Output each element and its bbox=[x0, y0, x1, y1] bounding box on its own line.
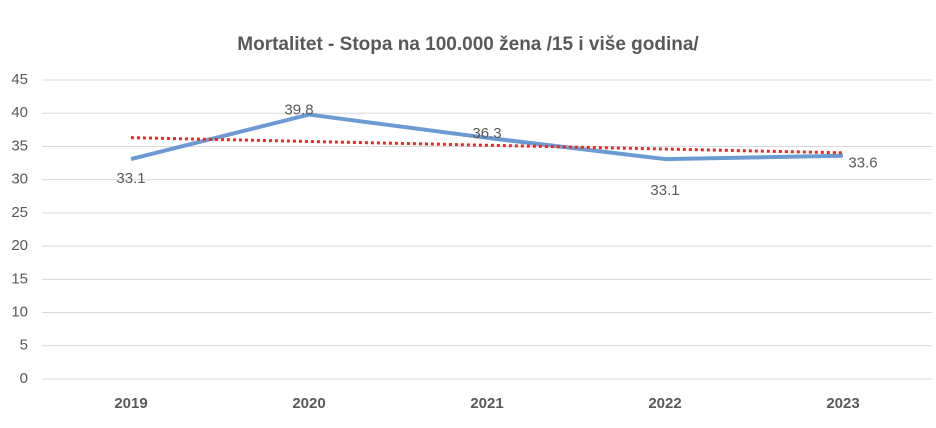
y-tick-label: 45 bbox=[11, 71, 28, 88]
y-tick-label: 10 bbox=[11, 304, 28, 321]
data-line bbox=[130, 112, 844, 162]
y-tick-label: 0 bbox=[20, 370, 28, 387]
chart-title: Mortalitet - Stopa na 100.000 žena /15 i… bbox=[237, 34, 699, 55]
y-tick-label: 15 bbox=[11, 270, 28, 287]
x-tick-label: 2021 bbox=[470, 395, 503, 412]
data-label: 36.3 bbox=[472, 125, 501, 142]
y-tick-label: 35 bbox=[11, 137, 28, 154]
x-tick-label: 2020 bbox=[292, 395, 325, 412]
y-tick-label: 20 bbox=[11, 237, 28, 254]
data-label: 39.8 bbox=[284, 102, 313, 119]
trendline bbox=[130, 136, 844, 155]
x-tick-label: 2019 bbox=[114, 395, 147, 412]
y-tick-label: 40 bbox=[11, 104, 28, 121]
y-tick-label: 5 bbox=[20, 337, 28, 354]
data-label: 33.6 bbox=[848, 155, 877, 172]
data-label: 33.1 bbox=[116, 170, 145, 187]
y-tick-label: 25 bbox=[11, 204, 28, 221]
data-label: 33.1 bbox=[650, 182, 679, 199]
x-tick-label: 2023 bbox=[826, 395, 859, 412]
y-tick-label: 30 bbox=[11, 171, 28, 188]
x-tick-label: 2022 bbox=[648, 395, 681, 412]
